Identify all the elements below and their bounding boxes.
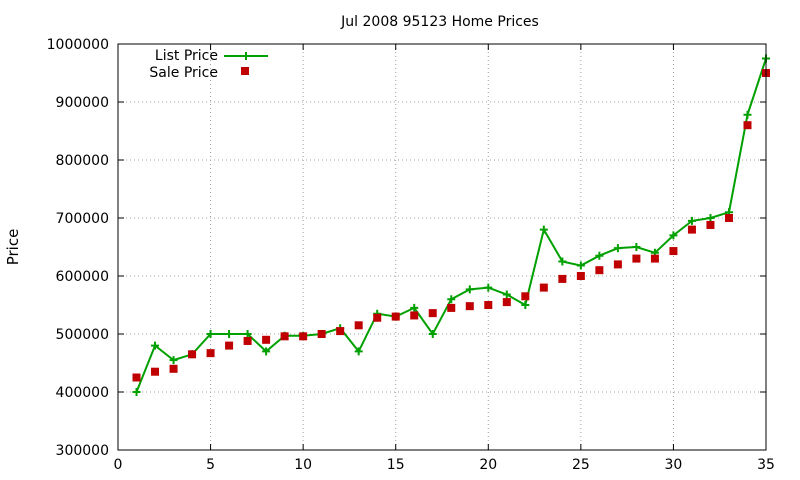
list-price-point: [595, 251, 604, 260]
list-price-point: [558, 257, 567, 266]
sale-price-point: [724, 214, 733, 222]
x-tick-label: 10: [294, 457, 312, 473]
y-axis-label: Price: [4, 229, 22, 266]
series-layer: [132, 54, 770, 396]
list-price-point: [687, 216, 696, 225]
x-tick-label: 20: [479, 457, 497, 473]
y-tick-label: 900000: [56, 95, 109, 111]
sale-price-point: [317, 330, 326, 338]
y-tick-label: 1000000: [47, 37, 109, 53]
sale-price-point: [558, 274, 567, 283]
list-price-point: [743, 110, 752, 119]
list-price-point: [410, 303, 419, 312]
sale-price-point: [613, 260, 622, 269]
y-tick-label: 300000: [56, 443, 109, 459]
sale-price-point: [169, 364, 178, 373]
sale-price-point: [225, 341, 234, 350]
y-tick-label: 600000: [56, 269, 109, 285]
legend-label-sale-price: Sale Price: [149, 65, 218, 81]
list-price-point: [132, 388, 141, 396]
x-tick-label: 15: [387, 457, 405, 473]
sale-price-point: [243, 336, 252, 345]
legend-swatch-sale-price: [241, 67, 249, 75]
sale-price-point: [428, 309, 437, 318]
sale-price-point: [447, 303, 456, 312]
x-tick-label: 30: [665, 457, 683, 473]
x-tick-label: 0: [114, 457, 123, 473]
tick-labels: 0 5 10 15 20 25 30 35 300000 400000 500000 600000 70…: [47, 37, 775, 473]
sale-price-point: [502, 298, 511, 307]
sale-price-point: [650, 254, 659, 263]
sale-price-point: [632, 254, 641, 263]
legend-marker-list-price: [242, 52, 250, 60]
sale-price-point: [484, 301, 493, 309]
sale-price-point: [132, 373, 141, 382]
sale-price-point: [743, 121, 752, 130]
x-tick-label: 25: [572, 457, 590, 473]
sale-price-point: [576, 272, 585, 280]
legend: List Price Sale Price: [149, 48, 268, 81]
y-tick-label: 400000: [56, 385, 109, 401]
y-tick-label: 700000: [56, 211, 109, 227]
sale-price-point: [188, 350, 197, 359]
sale-price-point: [521, 292, 530, 301]
y-tick-label: 800000: [56, 153, 109, 169]
y-tick-label: 500000: [56, 327, 109, 343]
list-price-point: [169, 356, 178, 365]
list-price-point: [151, 341, 160, 350]
sale-price-point: [151, 367, 160, 376]
list-price-point: [225, 330, 234, 338]
sale-price-point: [465, 302, 474, 311]
legend-label-list-price: List Price: [155, 48, 218, 64]
list-price-point: [613, 244, 622, 253]
sale-price-point: [206, 349, 215, 358]
list-price-point: [206, 330, 215, 338]
sale-price-point: [262, 335, 271, 344]
axis-ticks: [117, 43, 767, 451]
list-price-point: [669, 231, 678, 240]
list-price-point: [576, 261, 585, 270]
list-price-point: [632, 243, 641, 251]
x-tick-label: 35: [757, 457, 775, 473]
list-price-point: [484, 283, 493, 292]
sale-price-point: [391, 312, 400, 321]
list-price-point: [262, 347, 271, 356]
list-price-point: [539, 225, 548, 234]
sale-price-point: [706, 220, 715, 229]
list-price-point: [447, 295, 456, 304]
sale-price-point: [595, 266, 604, 275]
list-price-point: [521, 301, 530, 309]
list-price-point: [428, 330, 437, 338]
sale-price-point: [299, 332, 308, 341]
grid-lines: [118, 44, 766, 450]
plot-frame: [117, 43, 767, 451]
list-price-point: [502, 290, 511, 299]
sale-price-point: [539, 283, 548, 292]
sale-price-point: [373, 313, 382, 322]
sale-price-point: [410, 311, 419, 320]
sale-price-point: [687, 225, 696, 234]
x-tick-label: 5: [206, 457, 215, 473]
list-price-point: [243, 330, 252, 338]
sale-price-point: [280, 332, 289, 341]
chart-title: Jul 2008 95123 Home Prices: [340, 14, 539, 30]
list-price-point: [354, 347, 363, 356]
list-price-point: [706, 214, 715, 222]
list-price-point: [465, 285, 474, 294]
sale-price-point: [669, 247, 678, 256]
sale-price-point: [336, 327, 345, 336]
sale-price-point: [354, 321, 363, 330]
